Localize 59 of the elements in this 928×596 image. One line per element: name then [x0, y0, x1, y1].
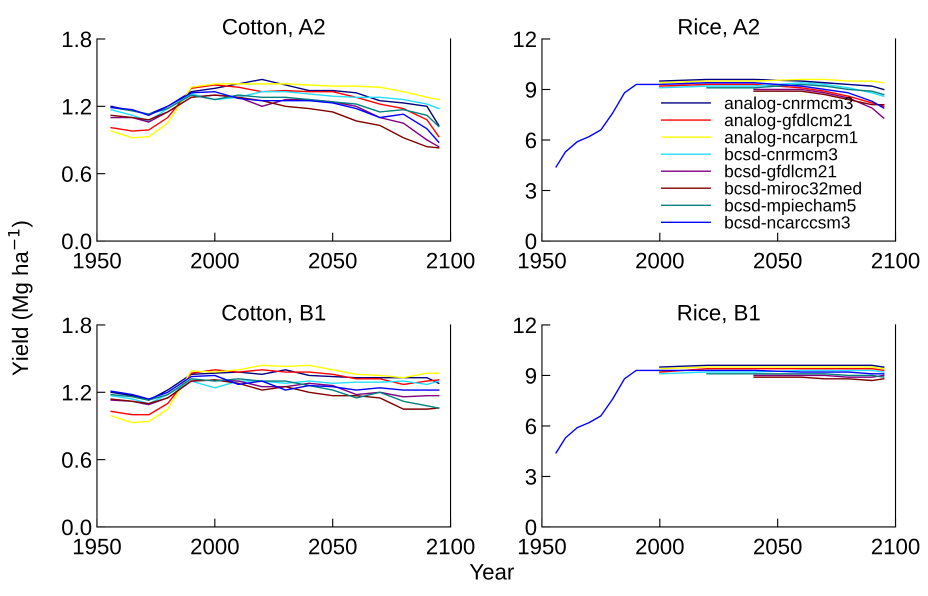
y-tick-label: 0.6 [62, 452, 92, 468]
y-tick-label: 12 [514, 317, 536, 333]
chart-title: Cotton, B1 [222, 304, 326, 324]
line-series [110, 94, 440, 128]
x-tick-label: 2000 [636, 252, 684, 268]
x-tick-label: 2100 [426, 538, 474, 554]
x-tick-label: 2050 [754, 538, 802, 554]
x-tick-label: 2000 [191, 252, 239, 268]
line-series [706, 84, 884, 96]
x-tick-label: 2100 [872, 538, 920, 554]
x-tick-label: 2000 [636, 538, 684, 554]
x-tick-label: 1950 [74, 252, 121, 268]
y-tick-label: 1.2 [62, 384, 91, 400]
y-tick-label: 1.8 [62, 317, 92, 334]
x-tick-label: 2100 [872, 252, 920, 268]
legend-label: bcsd-mpiecham5 [725, 198, 856, 215]
line-series [659, 82, 884, 97]
chart-title: Rice, B1 [678, 304, 760, 324]
y-tick-label: 3 [526, 469, 536, 485]
y-tick-label: 6 [526, 418, 536, 434]
line-series [110, 91, 440, 122]
legend-label: analog-cnrmcm3 [724, 96, 853, 113]
x-tick-label: 2050 [754, 252, 802, 268]
legend-label: analog-ncarpcm1 [724, 130, 858, 147]
line-series [110, 374, 440, 400]
x-tick-label: 2050 [309, 252, 357, 268]
legend-label: bcsd-cnrmcm3 [725, 148, 838, 160]
y-tick-label: 9 [526, 82, 536, 98]
y-tick-label: 6 [526, 132, 536, 148]
legend-label: analog-gfdlcm21 [724, 114, 852, 130]
y-tick-label: 0 [526, 520, 536, 536]
line-series [110, 369, 440, 416]
legend-label: bcsd-gfdlcm21 [725, 164, 836, 181]
x-axis-title: Year [470, 564, 514, 580]
x-tick-label: 2100 [426, 252, 474, 268]
y-tick-label: 12 [514, 32, 536, 48]
x-tick-label: 1950 [518, 538, 566, 554]
y-tick-label: 0.6 [62, 166, 92, 182]
y-tick-label: 0.0 [62, 520, 92, 536]
x-tick-label: 1950 [518, 252, 566, 268]
line-series [110, 364, 440, 424]
y-tick-label: 1.8 [62, 32, 92, 48]
line-series [110, 369, 440, 401]
y-tick-label: 0 [526, 234, 536, 250]
line-series [110, 78, 440, 126]
y-tick-label: 1.2 [62, 98, 91, 114]
x-tick-label: 2000 [191, 538, 239, 554]
x-tick-label: 2050 [309, 538, 357, 554]
chart-title: Rice, A2 [679, 18, 759, 38]
y-tick-label: 3 [526, 183, 536, 199]
line-series [659, 78, 884, 90]
y-tick-label: 9 [526, 368, 536, 384]
chart-title: Cotton, A2 [223, 18, 325, 38]
line-series [555, 370, 884, 454]
y-axis-title: Yield (Mg ha$^{−1}$) [8, 221, 33, 376]
legend-label: bcsd-miroc32med [725, 182, 861, 194]
y-tick-label: 0.0 [62, 234, 92, 250]
x-tick-label: 1950 [74, 538, 121, 554]
legend-label: bcsd-ncarccsm3 [725, 216, 850, 229]
